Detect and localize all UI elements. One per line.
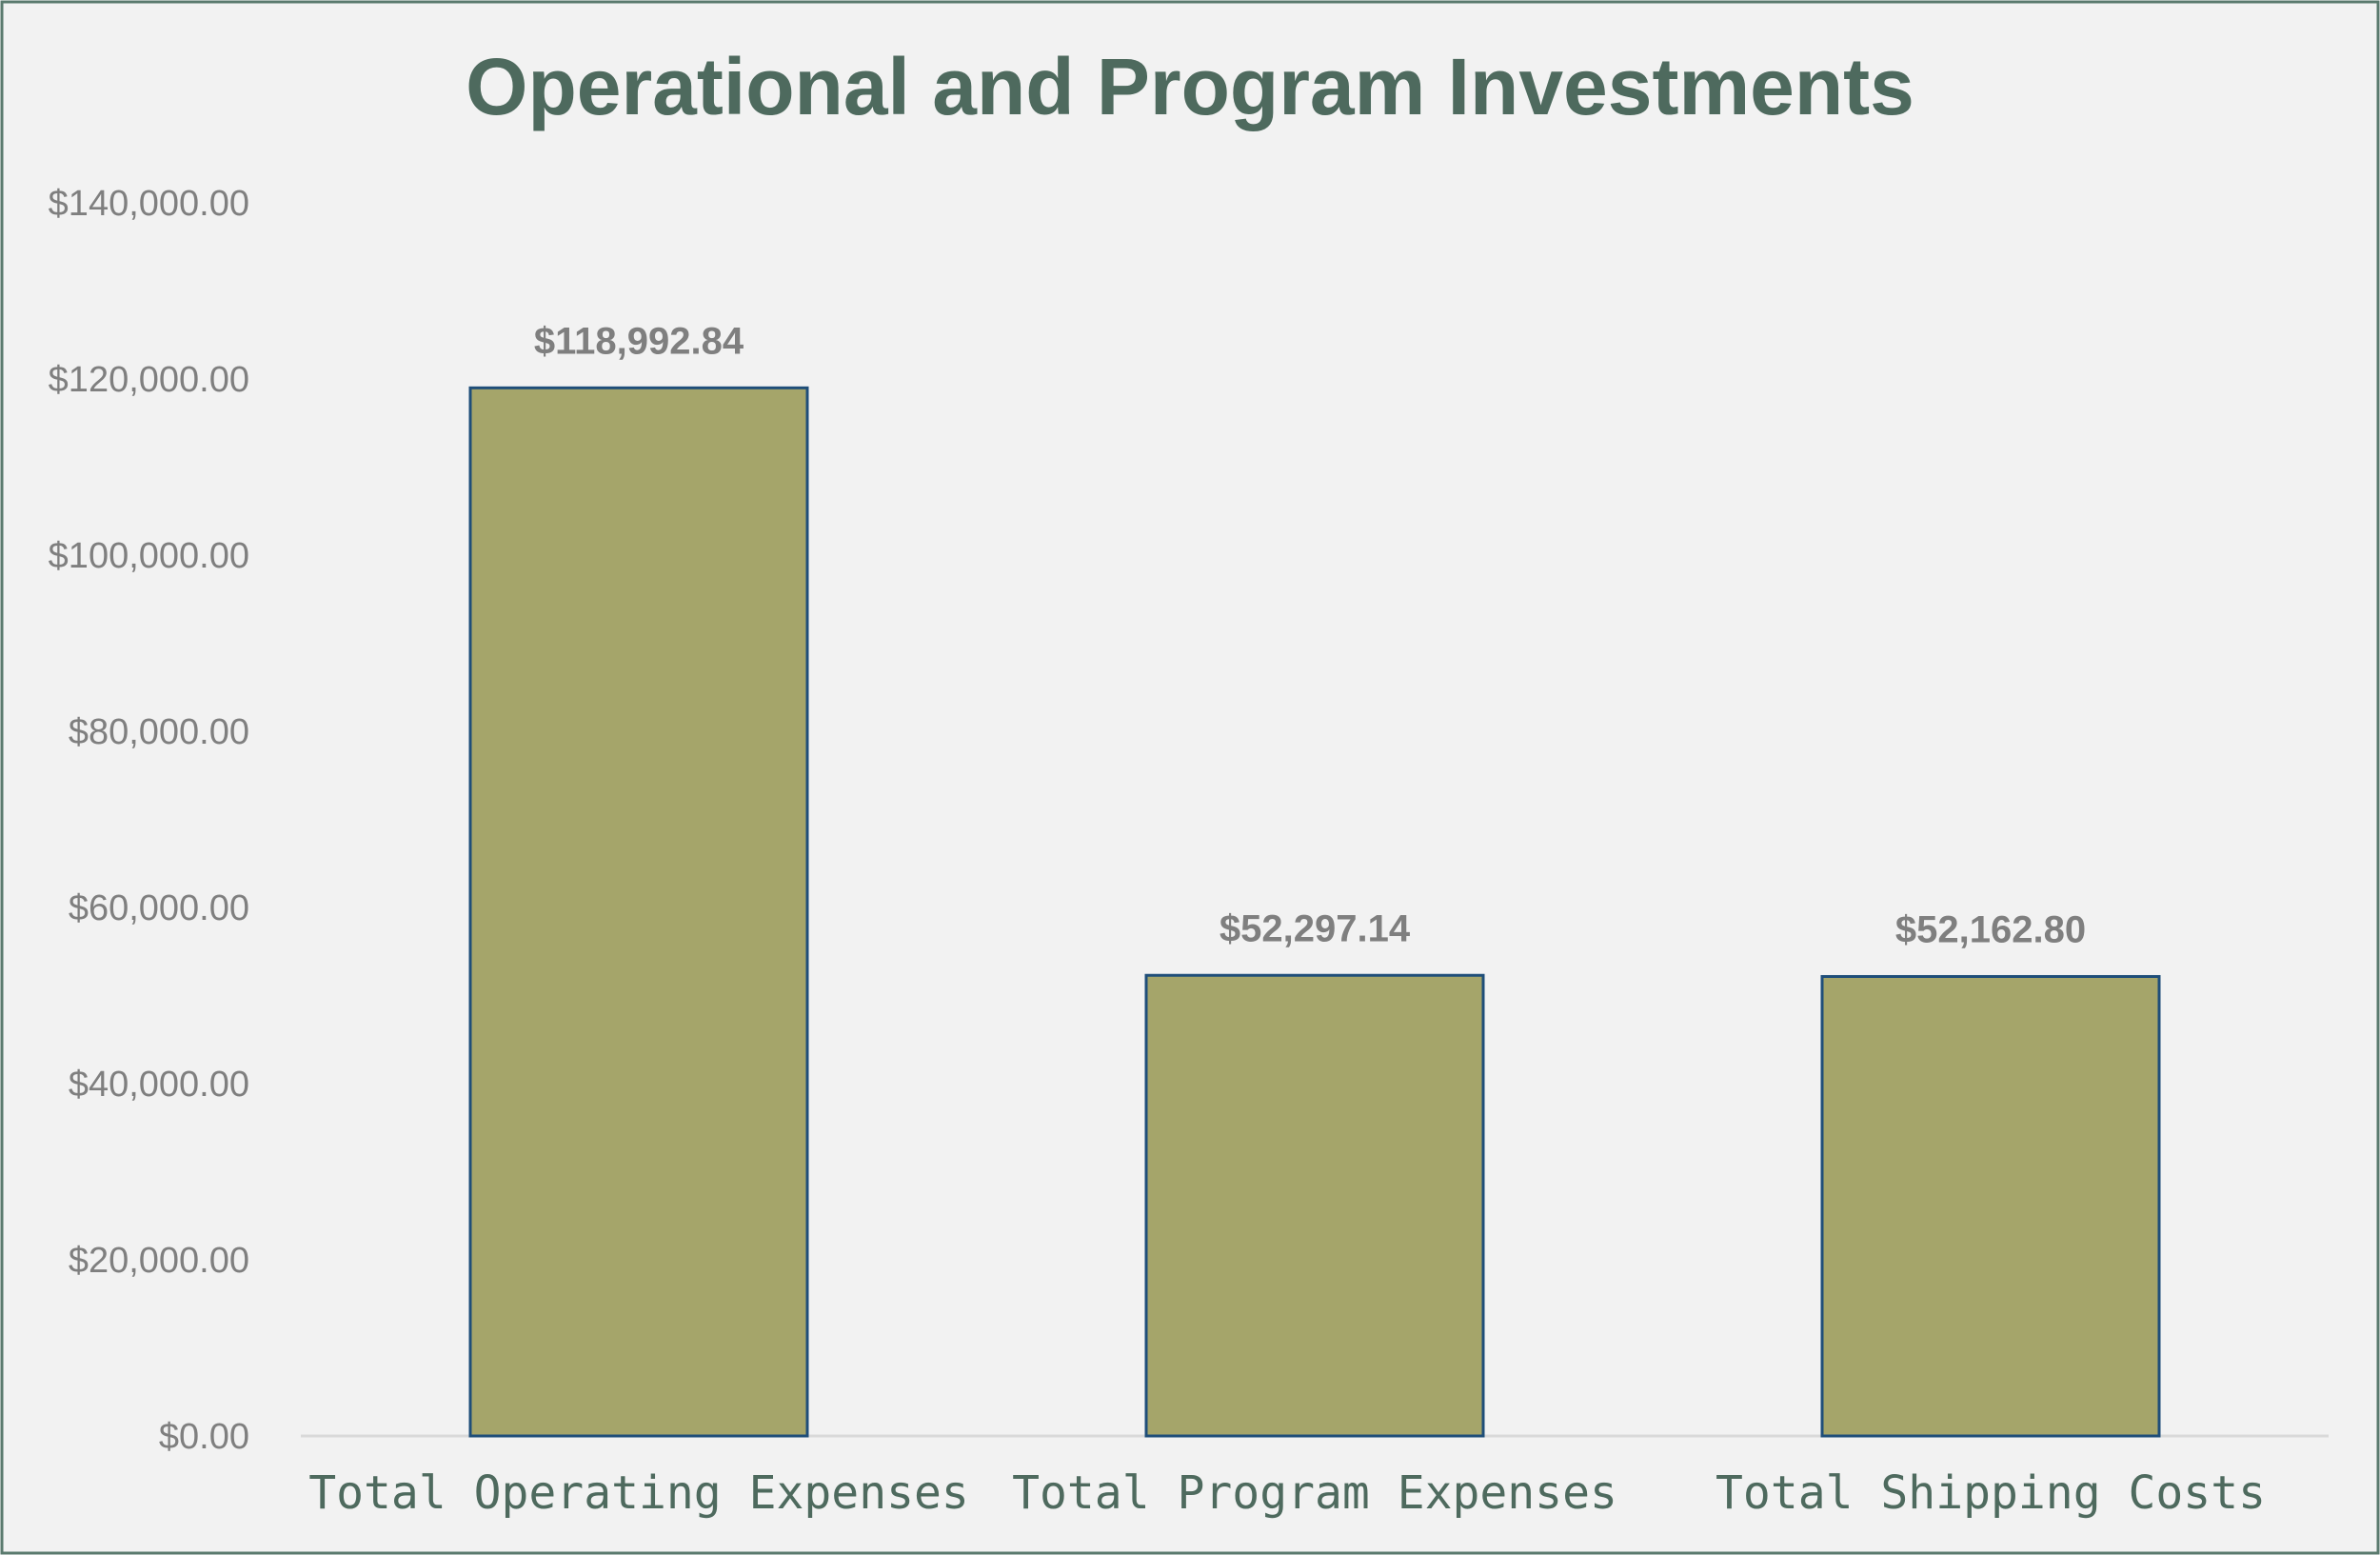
bar (1144, 973, 1485, 1438)
bars (468, 386, 2161, 1438)
data-label: $52,297.14 (1220, 907, 1411, 949)
y-tick-label: $100,000.00 (49, 536, 249, 576)
x-tick-label: Total Shipping Costs (1716, 1466, 2266, 1520)
x-tick-label: Total Program Expenses (1012, 1466, 1617, 1520)
y-tick-label: $80,000.00 (69, 712, 249, 752)
y-tick-label: $60,000.00 (69, 888, 249, 928)
data-label: $118,992.84 (534, 320, 744, 362)
y-tick-label: $140,000.00 (49, 184, 249, 224)
x-axis-ticks: Total Operating Expenses Total Program Ex… (308, 1466, 2266, 1520)
bar (1820, 974, 2161, 1438)
y-tick-label: $40,000.00 (69, 1065, 249, 1105)
y-tick-label: $120,000.00 (49, 360, 249, 400)
y-tick-label: $20,000.00 (69, 1241, 249, 1281)
data-label: $52,162.80 (1895, 908, 2086, 950)
x-tick-label: Total Operating Expenses (308, 1466, 969, 1520)
y-tick-label: $0.00 (159, 1417, 249, 1457)
bar (468, 386, 809, 1438)
data-labels: $118,992.84 $52,297.14 $52,162.80 (534, 320, 2086, 950)
chart-title: Operational and Program Investments (466, 42, 1914, 131)
y-axis-ticks: $0.00 $20,000.00 $40,000.00 $60,000.00 $80,0… (49, 184, 249, 1457)
